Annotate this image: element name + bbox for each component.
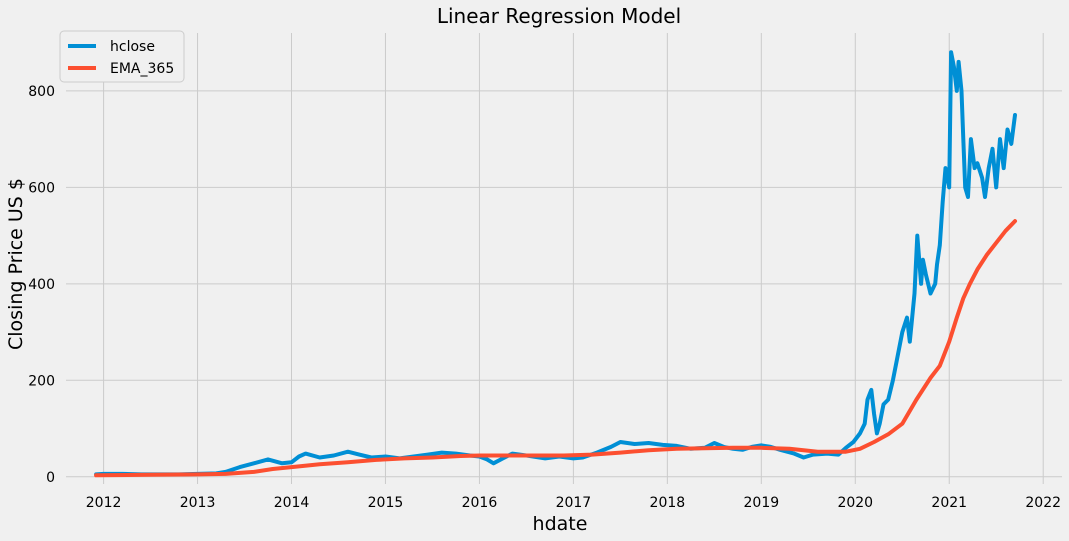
x-tick-label: 2019	[744, 495, 780, 511]
y-axis-label: Closing Price US $	[5, 178, 27, 350]
grid	[66, 33, 1062, 484]
x-axis: 2012 2013 2014 2015 2016 2017 2018 2019 2020 2021…	[86, 495, 1061, 511]
x-axis-label: hdate	[533, 513, 588, 535]
x-tick-label: 2014	[274, 495, 310, 511]
y-axis: 0 200 400 600 800	[28, 84, 55, 486]
legend-label-ema-365: EMA_365	[110, 61, 174, 77]
series-line-hclose	[94, 50, 1017, 477]
chart-title: Linear Regression Model	[437, 4, 681, 28]
x-tick-label: 2018	[650, 495, 686, 511]
series-layer	[94, 50, 1017, 478]
x-tick-label: 2013	[180, 495, 216, 511]
x-tick-label: 2012	[86, 495, 122, 511]
series-line-ema-365	[94, 219, 1017, 478]
y-tick-label: 200	[28, 373, 55, 389]
x-tick-label: 2017	[556, 495, 592, 511]
y-tick-label: 400	[28, 277, 55, 293]
x-tick-label: 2022	[1025, 495, 1061, 511]
x-tick-label: 2016	[462, 495, 498, 511]
y-tick-label: 800	[28, 84, 55, 100]
x-tick-label: 2020	[837, 495, 873, 511]
y-tick-label: 0	[46, 470, 55, 486]
x-tick-label: 2021	[931, 495, 967, 511]
legend-label-hclose: hclose	[110, 39, 155, 55]
legend: hclose EMA_365	[59, 30, 185, 83]
x-tick-label: 2015	[368, 495, 404, 511]
y-tick-label: 600	[28, 180, 55, 196]
